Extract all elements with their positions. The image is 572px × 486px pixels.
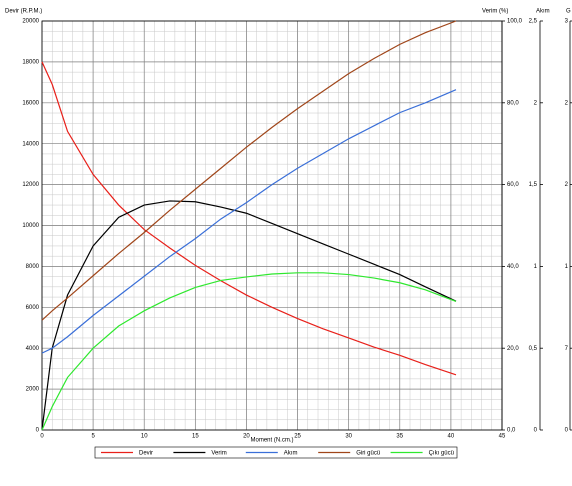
legend-label: Çıkı gücü <box>429 451 454 457</box>
y2-tick-label: 40,0 <box>507 264 519 270</box>
y-tick-label: 10000 <box>22 223 39 229</box>
x-tick-label: 30 <box>345 434 352 440</box>
y3-tick-label: 0,5 <box>529 346 538 352</box>
y2-tick-label: 20,0 <box>507 346 519 352</box>
y4-tick-label: 2 <box>565 182 569 188</box>
y4-tick-label: 3 <box>565 19 569 25</box>
y-tick-label: 16000 <box>22 100 39 106</box>
y-tick-label: 4000 <box>26 346 40 352</box>
x-tick-label: 25 <box>294 434 301 440</box>
y3-tick-label: 0 <box>534 428 538 434</box>
legend-label: Akım <box>284 451 298 457</box>
y2-tick-label: 100,0 <box>507 19 523 25</box>
y3-axis-title: Akım <box>536 9 550 15</box>
y-tick-label: 2000 <box>26 387 40 393</box>
series-line <box>41 272 457 431</box>
x-tick-label: 40 <box>448 434 455 440</box>
y-axis-title: Devir (R.P.M.) <box>5 9 42 15</box>
x-tick-label: 35 <box>396 434 403 440</box>
legend-label: Giri gücü <box>356 451 380 457</box>
y4-tick-label: 0 <box>565 428 569 434</box>
x-tick-label: 20 <box>243 434 250 440</box>
y2-tick-label: 0,0 <box>507 428 516 434</box>
y3-tick-label: 2,5 <box>529 19 538 25</box>
y4-tick-label: 2 <box>565 100 569 106</box>
y-tick-label: 8000 <box>26 264 40 270</box>
y3-tick-label: 1 <box>534 264 538 270</box>
y-tick-label: 14000 <box>22 141 39 147</box>
x-tick-label: 15 <box>192 434 199 440</box>
y3-tick-label: 2 <box>534 100 538 106</box>
y-tick-label: 12000 <box>22 182 39 188</box>
y3-tick-label: 1,5 <box>529 182 538 188</box>
y4-axis-title: G <box>566 9 571 15</box>
series-line <box>41 89 457 354</box>
series-line <box>41 200 457 431</box>
y4-tick-label: 7 <box>565 346 569 352</box>
y2-tick-label: 60,0 <box>507 182 519 188</box>
y4-tick-label: 1 <box>565 264 569 270</box>
series-line <box>41 61 457 376</box>
x-tick-label: 10 <box>141 434 148 440</box>
y2-tick-label: 80,0 <box>507 100 519 106</box>
y-tick-label: 18000 <box>22 59 39 65</box>
x-tick-label: 0 <box>40 434 44 440</box>
y2-axis-title: Verim (%) <box>482 9 508 15</box>
series-line <box>41 20 457 321</box>
legend-box <box>94 446 458 459</box>
legend-label: Verim <box>211 451 226 457</box>
y-tick-label: 20000 <box>22 19 39 25</box>
x-tick-label: 45 <box>499 434 506 440</box>
x-axis-title: Moment (N.cm.) <box>250 438 293 444</box>
y-tick-label: 0 <box>36 428 40 434</box>
x-tick-label: 5 <box>91 434 95 440</box>
legend-label: Devir <box>139 451 153 457</box>
y-tick-label: 6000 <box>26 305 40 311</box>
